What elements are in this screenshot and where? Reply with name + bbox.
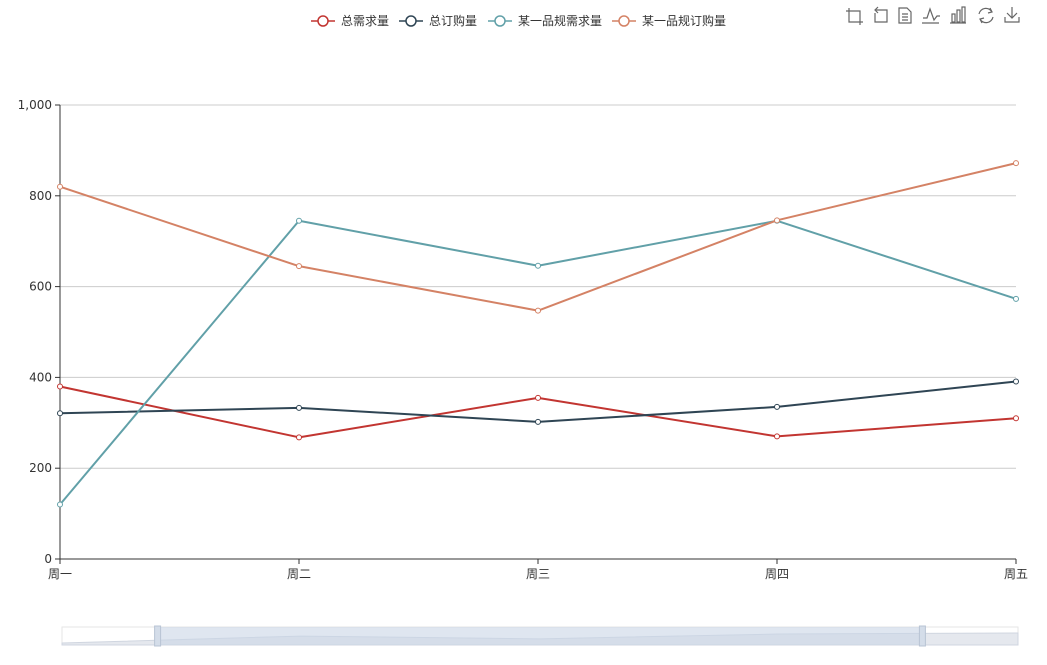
x-tick-label: 周二 bbox=[287, 567, 311, 581]
axes bbox=[59, 105, 1016, 560]
legend-swatch-marker bbox=[405, 15, 417, 27]
y-axis-tick-labels: 0 200 400 600 800 1,000 bbox=[18, 98, 60, 566]
legend-item-sku-orders[interactable]: 某一品规订购量 bbox=[612, 13, 726, 28]
data-point[interactable] bbox=[1013, 378, 1019, 385]
series-0 bbox=[57, 383, 1019, 441]
grid-lines bbox=[60, 104, 1016, 469]
data-point[interactable] bbox=[535, 418, 541, 425]
toolbox bbox=[846, 6, 1020, 25]
bar-chart-icon[interactable] bbox=[950, 6, 966, 24]
legend-label-sku-orders: 某一品规订购量 bbox=[642, 13, 726, 28]
data-point[interactable] bbox=[296, 263, 302, 270]
y-tick-label: 400 bbox=[29, 370, 52, 384]
legend-swatch-marker bbox=[317, 15, 329, 27]
series-3 bbox=[57, 160, 1019, 314]
series-2 bbox=[57, 217, 1019, 508]
data-zoom-slider[interactable] bbox=[61, 625, 1019, 647]
x-tick-label: 周一 bbox=[48, 567, 72, 581]
legend-item-total-orders[interactable]: 总订购量 bbox=[399, 13, 477, 28]
data-zoom-handle-right[interactable] bbox=[918, 625, 926, 647]
y-tick-label: 800 bbox=[29, 189, 52, 203]
data-point[interactable] bbox=[535, 307, 541, 314]
x-tick-label: 周五 bbox=[1004, 567, 1028, 581]
legend-label-sku-demand: 某一品规需求量 bbox=[518, 13, 602, 28]
data-point[interactable] bbox=[774, 433, 780, 440]
legend-item-sku-demand[interactable]: 某一品规需求量 bbox=[488, 13, 602, 28]
restore-icon[interactable] bbox=[978, 7, 994, 24]
series-line bbox=[59, 380, 1017, 423]
data-point[interactable] bbox=[1013, 295, 1019, 302]
data-point[interactable] bbox=[535, 394, 541, 401]
data-point[interactable] bbox=[1013, 160, 1019, 167]
y-tick-label: 1,000 bbox=[18, 98, 52, 112]
y-tick-label: 200 bbox=[29, 461, 52, 475]
data-point[interactable] bbox=[296, 217, 302, 224]
data-point[interactable] bbox=[57, 501, 63, 508]
x-tick-label: 周四 bbox=[765, 567, 789, 581]
data-point[interactable] bbox=[774, 217, 780, 224]
legend-item-total-demand[interactable]: 总需求量 bbox=[311, 14, 389, 28]
x-tick-label: 周三 bbox=[526, 567, 550, 581]
data-view-icon[interactable] bbox=[898, 7, 912, 24]
legend-swatch-marker bbox=[618, 15, 630, 27]
zoom-select-icon[interactable] bbox=[846, 8, 863, 25]
data-point[interactable] bbox=[57, 383, 63, 390]
zoom-reset-icon[interactable] bbox=[874, 6, 888, 23]
line-chart-icon[interactable] bbox=[922, 7, 940, 24]
data-point[interactable] bbox=[296, 404, 302, 411]
data-zoom-selection[interactable] bbox=[157, 627, 923, 645]
data-point[interactable] bbox=[535, 262, 541, 269]
data-point[interactable] bbox=[57, 410, 63, 417]
data-point[interactable] bbox=[57, 183, 63, 190]
series-lines bbox=[57, 160, 1019, 508]
data-zoom-handle-left[interactable] bbox=[154, 625, 162, 647]
series-line bbox=[59, 385, 1017, 439]
y-tick-label: 0 bbox=[44, 552, 52, 566]
series-1 bbox=[57, 378, 1019, 425]
y-tick-label: 600 bbox=[29, 280, 52, 294]
legend-label-total-orders: 总订购量 bbox=[429, 13, 477, 28]
data-point[interactable] bbox=[774, 403, 780, 410]
data-point[interactable] bbox=[1013, 415, 1019, 422]
save-image-icon[interactable] bbox=[1004, 7, 1020, 23]
x-axis-tick-labels: 周一 周二 周三 周四 周五 bbox=[48, 559, 1028, 581]
legend: 总需求量 总订购量 某一品规需求量 某一品规订购量 bbox=[311, 13, 726, 28]
legend-label-total-demand: 总需求量 bbox=[341, 14, 389, 28]
legend-swatch-marker bbox=[494, 15, 506, 27]
data-point[interactable] bbox=[296, 434, 302, 441]
series-line bbox=[59, 162, 1017, 312]
